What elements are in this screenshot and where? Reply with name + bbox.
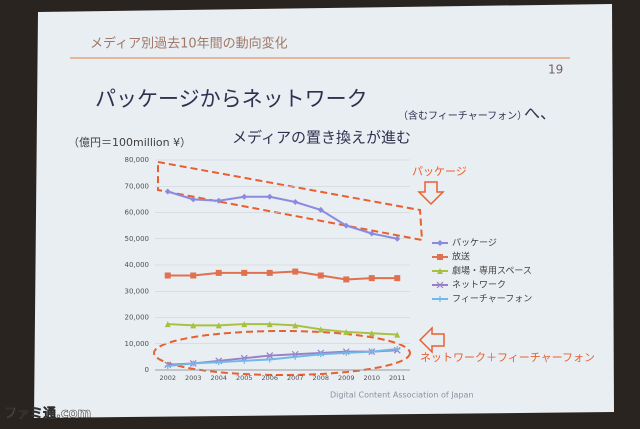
title-end: へ、 xyxy=(524,104,556,123)
series-line xyxy=(167,270,398,281)
marker xyxy=(241,321,248,328)
slide-footer: Digital Content Association of Japan xyxy=(330,391,474,400)
chart-title: パッケージからネットワーク xyxy=(95,87,368,111)
marker xyxy=(164,272,171,279)
marker xyxy=(241,357,248,364)
legend-marker xyxy=(437,268,443,274)
marker xyxy=(215,322,222,329)
legend-marker xyxy=(436,281,444,289)
y-tick-label: 30,000 xyxy=(125,287,150,295)
marker xyxy=(317,272,324,279)
legend-label: 放送 xyxy=(452,251,470,263)
highlight-outline xyxy=(157,160,424,242)
marker xyxy=(215,197,222,204)
annotation: パッケージ xyxy=(412,165,467,178)
marker xyxy=(368,275,375,282)
watermark: ファミ通.com xyxy=(4,406,91,422)
marker xyxy=(215,269,222,276)
marker xyxy=(292,268,299,275)
page-number: 19 xyxy=(548,63,563,77)
marker xyxy=(394,275,401,282)
marker xyxy=(215,359,222,366)
legend-marker xyxy=(437,254,443,260)
y-tick-label: 60,000 xyxy=(125,209,150,217)
marker xyxy=(394,346,401,352)
annotation: ネットワーク＋フィーチャーフォン xyxy=(420,351,595,364)
legend-label: ネットワーク xyxy=(452,280,506,291)
marker xyxy=(164,188,171,195)
marker xyxy=(394,331,401,338)
marker xyxy=(292,353,299,360)
arrow xyxy=(417,181,445,206)
marker xyxy=(317,206,324,213)
marker xyxy=(343,328,350,335)
series-line xyxy=(167,348,398,368)
marker xyxy=(266,352,274,359)
legend-label: 劇場・専用スペース xyxy=(452,265,532,277)
marker xyxy=(266,356,273,363)
chart-subtitle: メディアの置き換えが進む xyxy=(232,129,411,147)
marker xyxy=(394,235,401,242)
x-tick-label: 2002 xyxy=(159,374,176,382)
series-line xyxy=(167,190,398,240)
marker xyxy=(343,222,350,229)
y-tick-label: 50,000 xyxy=(125,235,150,243)
legend-marker xyxy=(437,296,443,302)
legend-label: フィーチャーフォン xyxy=(452,294,532,305)
marker xyxy=(266,193,273,200)
x-tick-label: 2007 xyxy=(287,374,304,382)
marker xyxy=(368,330,375,337)
series-line xyxy=(167,323,398,336)
marker xyxy=(266,269,273,276)
arrow xyxy=(418,326,445,354)
x-tick-label: 2011 xyxy=(389,374,406,382)
y-tick-label: 0 xyxy=(145,366,149,374)
marker xyxy=(368,348,375,355)
y-tick-label: 40,000 xyxy=(125,261,150,269)
marker xyxy=(343,349,350,356)
marker xyxy=(164,321,171,328)
marker xyxy=(190,196,197,203)
marker xyxy=(317,351,324,358)
marker xyxy=(292,199,299,205)
x-tick-label: 2003 xyxy=(185,374,202,382)
marker xyxy=(292,322,299,329)
marker xyxy=(241,269,248,276)
x-tick-label: 2005 xyxy=(236,374,253,382)
marker xyxy=(190,322,197,329)
y-tick-label: 20,000 xyxy=(125,314,150,322)
x-tick-label: 2008 xyxy=(312,374,329,382)
marker xyxy=(241,193,248,200)
highlight-outline xyxy=(153,330,411,376)
marker xyxy=(317,326,324,333)
marker xyxy=(190,272,197,279)
marker xyxy=(368,230,375,237)
marker xyxy=(343,276,350,283)
x-tick-label: 2006 xyxy=(261,374,278,382)
legend-marker xyxy=(437,240,443,246)
marker xyxy=(190,360,197,367)
x-tick-label: 2010 xyxy=(363,374,380,382)
x-tick-label: 2004 xyxy=(210,374,227,382)
y-tick-label: 70,000 xyxy=(125,182,150,190)
unit-label: （億円＝100million ¥） xyxy=(68,136,191,149)
y-tick-label: 80,000 xyxy=(125,156,150,164)
y-tick-label: 10,000 xyxy=(125,340,150,348)
marker xyxy=(266,321,273,328)
marker xyxy=(164,363,171,370)
slide-header: メディア別過去10年間の動向変化 xyxy=(90,36,288,52)
title-note: （含むフィーチャーフォン） xyxy=(398,109,527,122)
legend-label: パッケージ xyxy=(452,238,497,249)
x-tick-label: 2009 xyxy=(338,374,355,382)
